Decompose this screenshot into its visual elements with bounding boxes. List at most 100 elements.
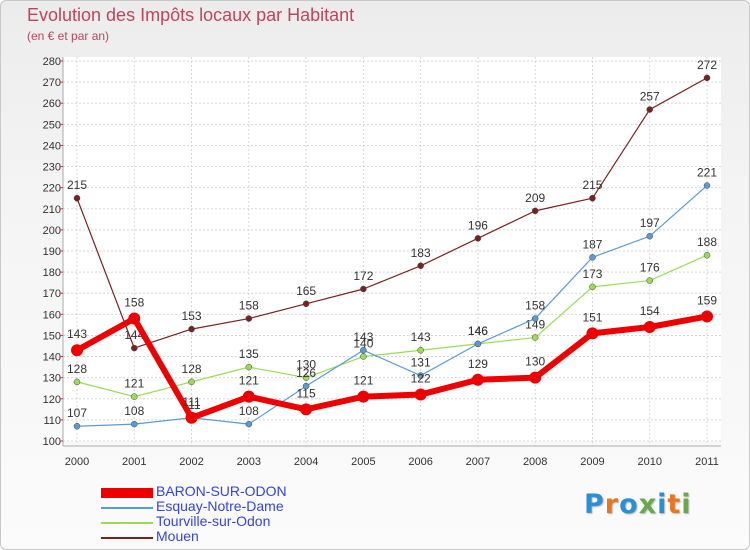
data-label-mouen: 158	[239, 299, 259, 313]
y-tick-label: 210	[43, 204, 61, 216]
data-label-baron-sur-odon: 121	[239, 374, 259, 388]
data-label-baron-sur-odon: 115	[297, 386, 316, 400]
data-point-tourville-sur-odon	[417, 346, 424, 354]
data-label-mouen: 272	[697, 58, 717, 72]
data-point-baron-sur-odon	[414, 388, 427, 401]
data-label-esquay-notre-dame: 131	[411, 356, 431, 370]
data-point-mouen	[589, 194, 596, 202]
data-point-mouen	[531, 207, 539, 215]
y-tick-label: 100	[43, 436, 61, 448]
data-label-tourville-sur-odon: 128	[182, 362, 202, 376]
data-label-esquay-notre-dame: 158	[525, 299, 545, 313]
data-point-mouen	[646, 106, 653, 113]
x-tick-label: 2004	[294, 456, 318, 468]
x-tick-label: 2006	[408, 456, 432, 468]
data-label-mouen: 183	[411, 246, 431, 260]
data-label-mouen: 153	[182, 309, 202, 323]
data-point-tourville-sur-odon	[646, 277, 653, 284]
y-tick-label: 200	[43, 225, 61, 237]
y-tick-label: 110	[43, 415, 61, 427]
data-point-esquay-notre-dame	[474, 340, 482, 348]
data-point-tourville-sur-odon	[245, 363, 253, 371]
y-tick-label: 260	[43, 98, 61, 110]
data-point-mouen	[417, 262, 424, 270]
data-label-esquay-notre-dame: 107	[67, 406, 87, 420]
data-point-esquay-notre-dame	[531, 315, 539, 322]
data-label-esquay-notre-dame: 197	[640, 216, 660, 230]
data-point-baron-sur-odon	[71, 344, 83, 357]
logo-letter: t	[667, 489, 682, 520]
data-point-baron-sur-odon	[357, 390, 370, 403]
y-tick-label: 150	[43, 330, 61, 342]
x-tick-label: 2008	[523, 456, 547, 468]
data-point-baron-sur-odon	[643, 321, 656, 333]
data-point-esquay-notre-dame	[360, 346, 367, 354]
data-point-tourville-sur-odon	[531, 334, 539, 341]
data-point-mouen	[302, 300, 310, 308]
x-tick-label: 2005	[351, 456, 375, 468]
data-label-tourville-sur-odon: 121	[124, 377, 144, 391]
data-label-tourville-sur-odon: 188	[697, 235, 717, 249]
data-label-baron-sur-odon: 130	[525, 355, 545, 369]
data-point-mouen	[360, 285, 367, 293]
x-tick-label: 2002	[179, 456, 203, 468]
logo-letter: o	[619, 489, 639, 520]
data-label-baron-sur-odon: 154	[640, 304, 660, 318]
proxiti-logo: Proxiti	[584, 489, 692, 520]
x-tick-label: 2001	[122, 456, 146, 468]
y-tick-label: 120	[43, 394, 61, 406]
data-point-baron-sur-odon	[300, 403, 313, 416]
y-tick-label: 270	[43, 77, 61, 89]
data-point-esquay-notre-dame	[245, 420, 253, 428]
legend-label: Mouen	[156, 528, 199, 544]
x-tick-label: 2003	[237, 456, 261, 468]
data-point-mouen	[73, 194, 81, 202]
data-point-esquay-notre-dame	[646, 232, 653, 240]
legend-swatch	[101, 506, 153, 509]
data-label-tourville-sur-odon: 143	[411, 330, 431, 344]
data-point-esquay-notre-dame	[703, 182, 711, 189]
legend-label: BARON-SUR-ODON	[156, 483, 287, 499]
y-tick-label: 230	[43, 162, 61, 174]
data-point-baron-sur-odon	[128, 312, 141, 325]
data-point-esquay-notre-dame	[589, 254, 596, 261]
data-label-esquay-notre-dame: 221	[697, 166, 717, 180]
series-line-baron-sur-odon	[75, 313, 708, 421]
data-label-tourville-sur-odon: 128	[67, 362, 87, 376]
data-label-esquay-notre-dame: 187	[582, 237, 602, 251]
y-tick-label: 190	[43, 246, 61, 258]
data-label-tourville-sur-odon: 173	[582, 267, 602, 281]
data-label-baron-sur-odon: 111	[182, 395, 201, 409]
data-point-baron-sur-odon	[529, 371, 542, 384]
data-point-tourville-sur-odon	[589, 283, 596, 291]
data-point-tourville-sur-odon	[302, 374, 310, 381]
chart-title: Evolution des Impôts locaux par Habitant	[27, 5, 355, 25]
y-tick-label: 180	[43, 267, 61, 279]
data-point-baron-sur-odon	[185, 411, 198, 424]
data-label-baron-sur-odon: 159	[697, 293, 717, 307]
data-point-mouen	[188, 325, 195, 333]
data-label-mouen: 165	[296, 284, 316, 298]
data-point-tourville-sur-odon	[131, 393, 138, 400]
legend-label: Tourville-sur-Odon	[156, 513, 271, 529]
data-label-baron-sur-odon: 143	[67, 327, 87, 341]
data-label-baron-sur-odon: 129	[468, 357, 488, 371]
logo-letter: P	[584, 489, 605, 520]
y-tick-label: 130	[43, 373, 61, 385]
data-label-tourville-sur-odon: 140	[353, 337, 373, 351]
data-point-mouen	[474, 235, 482, 242]
y-tick-label: 160	[43, 309, 61, 321]
logo-letter: i	[681, 489, 692, 520]
y-tick-label: 140	[43, 352, 61, 364]
y-tick-label: 220	[43, 183, 61, 195]
series-line-mouen	[76, 77, 708, 349]
data-label-mouen: 215	[582, 178, 602, 192]
data-label-baron-sur-odon: 122	[411, 372, 431, 386]
data-label-tourville-sur-odon: 130	[296, 358, 316, 372]
data-point-tourville-sur-odon	[73, 378, 81, 386]
data-label-baron-sur-odon: 121	[353, 374, 373, 388]
data-point-tourville-sur-odon	[188, 378, 195, 386]
data-point-esquay-notre-dame	[302, 382, 310, 390]
data-label-mouen: 215	[67, 178, 87, 192]
